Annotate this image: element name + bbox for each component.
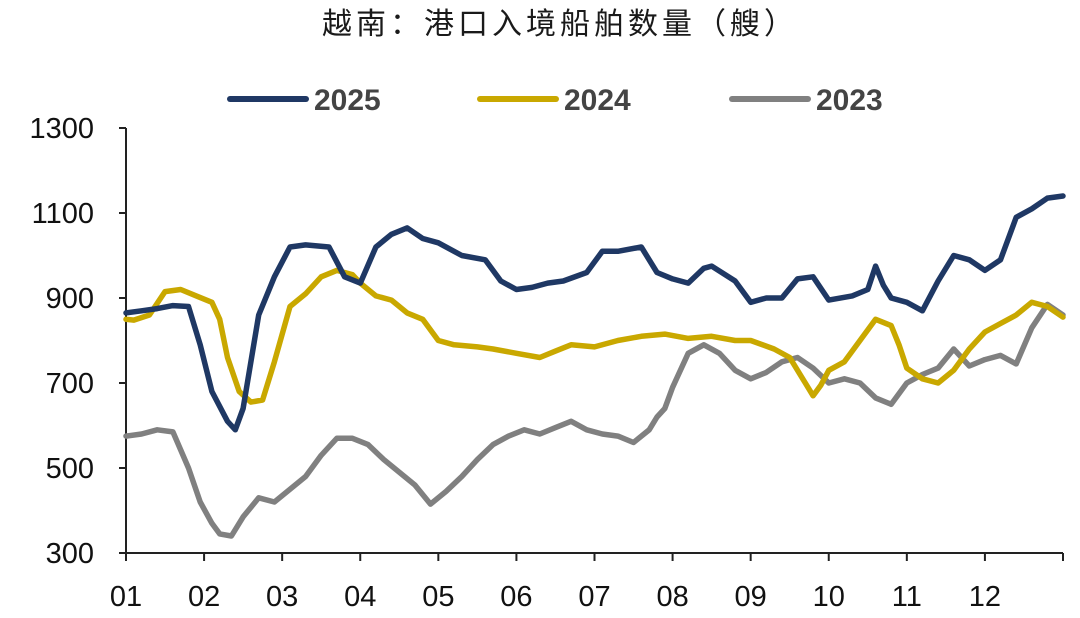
series-line-2025 [123, 193, 1066, 433]
x-tick-label: 09 [735, 581, 767, 613]
legend: 2025 2024 2023 [227, 84, 883, 117]
x-tick-label: 11 [892, 581, 922, 613]
y-axis: 300 500 700 900 1100 1300 [29, 113, 127, 570]
y-tick-label: 700 [46, 368, 94, 400]
x-tick-label: 06 [500, 581, 532, 613]
y-tick-label: 1300 [29, 113, 94, 145]
x-tick-label: 10 [813, 581, 845, 613]
legend-label-2023: 2023 [816, 84, 883, 117]
y-tick-label: 300 [46, 538, 94, 570]
y-tick-label: 500 [46, 453, 94, 485]
x-tick-label: 07 [578, 581, 610, 613]
x-axis: 01 02 03 04 05 06 07 08 09 10 11 12 [110, 552, 1064, 613]
series-line-2024 [123, 267, 1066, 405]
legend-label-2024: 2024 [564, 84, 631, 117]
series-line-2023 [123, 301, 1066, 539]
x-tick-label: 04 [344, 581, 376, 613]
x-tick-label: 01 [110, 581, 142, 613]
legend-label-2025: 2025 [314, 84, 381, 117]
chart-title: 越南：港口入境船舶数量（艘） [322, 7, 798, 42]
y-tick-label: 900 [46, 283, 94, 315]
x-tick-label: 02 [188, 581, 220, 613]
y-tick-label: 1100 [32, 198, 94, 230]
x-tick-label: 12 [969, 581, 1001, 613]
plot-series [123, 193, 1066, 539]
x-tick-label: 05 [422, 581, 454, 613]
x-tick-label: 08 [656, 581, 688, 613]
x-tick-label: 03 [266, 581, 298, 613]
